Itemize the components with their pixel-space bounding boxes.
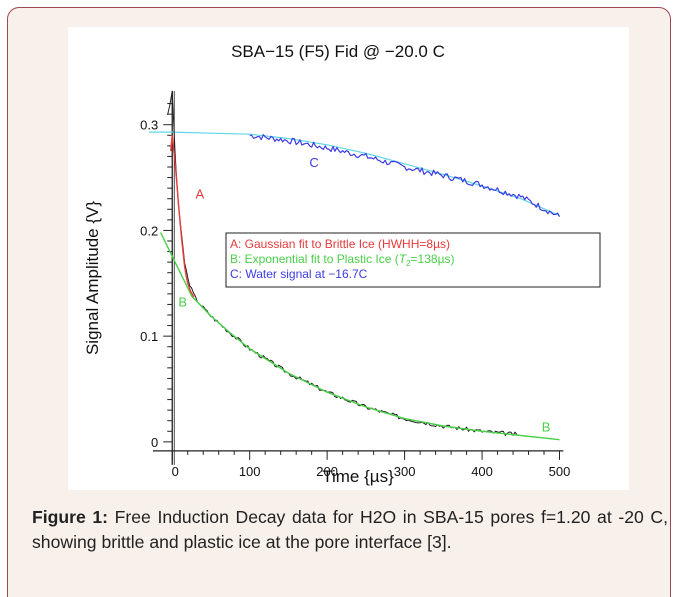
chart-title: SBA−15 (F5) Fid @ −20.0 C [231,42,445,61]
x-tick-label: 400 [471,464,493,479]
fid-chart: SBA−15 (F5) Fid @ −20.0 C 0 100 200 300 400 50… [83,42,601,486]
x-tick-label: 200 [316,464,338,479]
caption-label: Figure 1: [32,507,109,527]
figure-caption: Figure 1: Free Induction Decay data for … [32,505,668,555]
series-annotation-c: C [309,155,318,170]
series-annotation-a: A [195,187,204,202]
series-annotation-b: B [542,419,551,434]
x-tick-label: 100 [239,464,261,479]
legend-entry-c: C: Water signal at −16.7C [230,267,368,281]
y-tick-label: 0.1 [140,329,158,344]
y-tick-label: 0 [151,435,158,450]
y-axis-label: Signal Amplitude {V} [83,201,102,355]
series-line-a-gaussian-fit-to-brittle-ice-hwhh-8-s [170,134,195,298]
legend-entry-b: B: Exponential fit to Plastic Ice (T2=13… [230,252,455,268]
series-line-c-water-signal-at-16-7c [249,134,561,217]
x-tick-label: 300 [394,464,416,479]
figure-card: SBA−15 (F5) Fid @ −20.0 C 0 100 200 300 400 50… [7,7,671,597]
x-tick-label: 0 [172,464,179,479]
series-annotation-b: B [178,295,187,310]
series-line-c-fit [149,131,560,217]
legend-box [225,232,601,288]
caption-text: Free Induction Decay data for H2O in SBA… [32,507,668,552]
x-tick-label: 500 [549,464,571,479]
series-line-b-exponential-fit-to-plastic-ice-t2-138- [159,232,560,441]
x-axis-label: Time {µs} [322,467,394,486]
y-tick-label: 0.3 [140,118,158,133]
chart-panel: SBA−15 (F5) Fid @ −20.0 C 0 100 200 300 400 50… [68,27,629,490]
legend-entry-a: A: Gaussian fit to Brittle Ice (HWHH=8µs… [230,237,450,251]
y-tick-label: 0.2 [140,223,158,238]
